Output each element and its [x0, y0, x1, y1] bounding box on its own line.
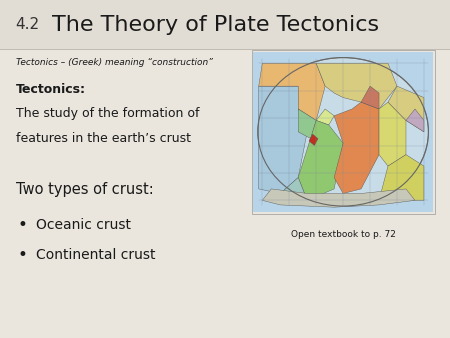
Text: Tectonics – (Greek) meaning “construction”: Tectonics – (Greek) meaning “constructio… [16, 58, 212, 67]
Text: features in the earth’s crust: features in the earth’s crust [16, 132, 191, 145]
Text: Open textbook to p. 72: Open textbook to p. 72 [291, 231, 396, 239]
Text: The Theory of Plate Tectonics: The Theory of Plate Tectonics [52, 15, 379, 34]
Text: Oceanic crust: Oceanic crust [36, 218, 131, 232]
FancyBboxPatch shape [0, 0, 450, 49]
Text: 4.2: 4.2 [16, 17, 40, 32]
Text: Tectonics:: Tectonics: [16, 83, 86, 96]
Text: Continental crust: Continental crust [36, 247, 156, 262]
Text: Two types of crust:: Two types of crust: [16, 182, 153, 197]
Text: The study of the formation of: The study of the formation of [16, 107, 199, 120]
Text: •: • [18, 245, 27, 264]
Text: •: • [18, 216, 27, 234]
